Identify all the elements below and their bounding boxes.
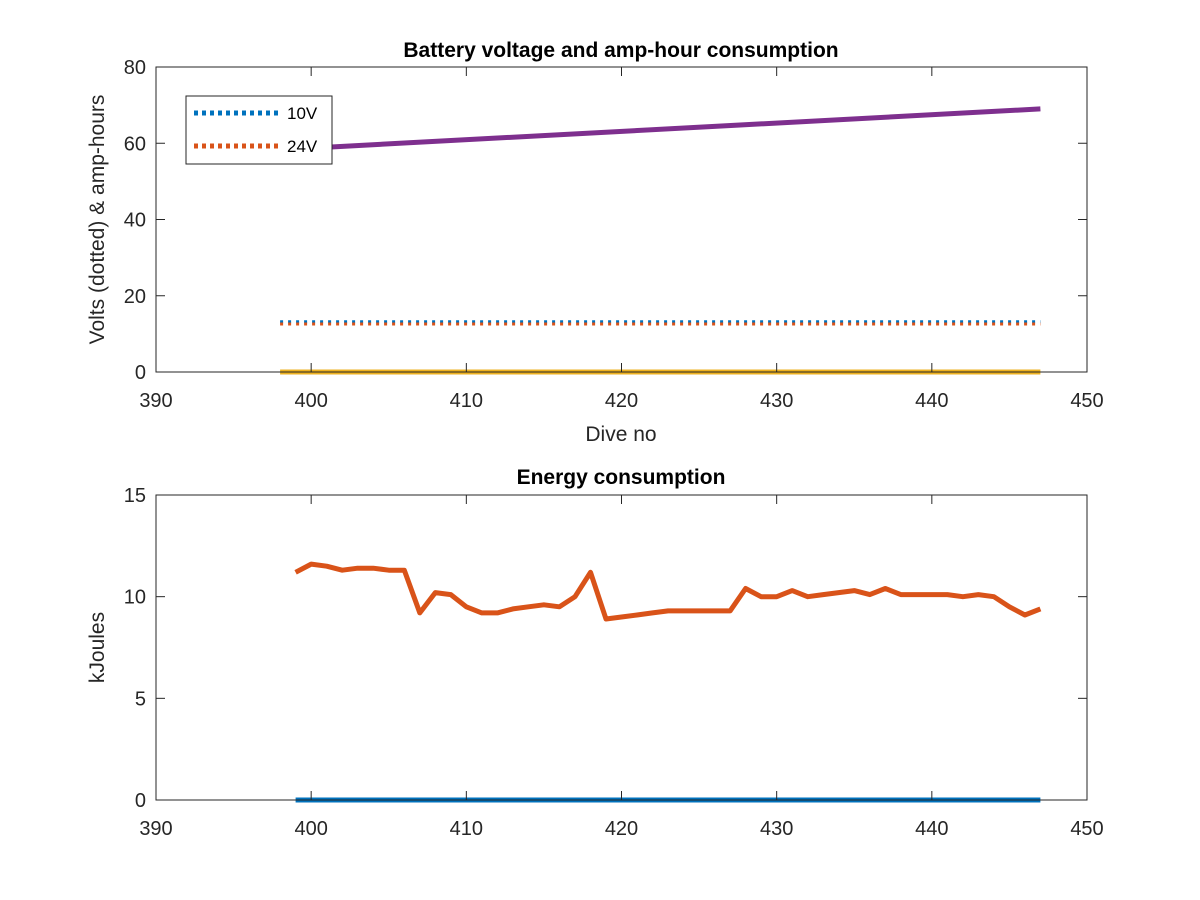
voltage-plot: 390 400 410 420 430 440 450 0 20 40 60 80 Battery v… <box>86 39 1104 446</box>
energy-plot: 390 400 410 420 430 440 450 0 5 10 15 Energy consu… <box>86 466 1104 840</box>
voltage-plot-ytick-label: 60 <box>124 133 146 155</box>
legend-label-10v: 10V <box>287 104 318 123</box>
voltage-plot-ytick-label: 80 <box>124 57 146 79</box>
energy-plot-xtick-label: 390 <box>139 818 172 840</box>
voltage-plot-xtick-label: 420 <box>605 390 638 412</box>
energy-plot-xtick-label: 430 <box>760 818 793 840</box>
legend: 10V 24V <box>185 95 333 165</box>
energy-plot-xtick-label: 400 <box>294 818 327 840</box>
voltage-plot-ticks: 390 400 410 420 430 440 450 0 20 40 60 80 <box>124 57 1104 412</box>
legend-label-24v: 24V <box>287 137 318 156</box>
legend-box <box>185 95 333 165</box>
voltage-plot-xtick-label: 450 <box>1070 390 1103 412</box>
energy-plot-ytick-label: 0 <box>135 790 146 812</box>
energy-plot-title: Energy consumption <box>517 466 726 489</box>
voltage-plot-ytick-label: 0 <box>135 362 146 384</box>
voltage-plot-xtick-label: 400 <box>294 390 327 412</box>
energy-plot-ylabel: kJoules <box>86 612 109 683</box>
energy-plot-ticks: 390 400 410 420 430 440 450 0 5 10 15 <box>124 485 1104 840</box>
energy-plot-ytick-label: 15 <box>124 485 146 507</box>
energy-plot-xtick-label: 420 <box>605 818 638 840</box>
voltage-plot-xtick-label: 430 <box>760 390 793 412</box>
voltage-plot-ytick-label: 40 <box>124 210 146 232</box>
energy-plot-xtick-label: 450 <box>1070 818 1103 840</box>
energy-plot-ytick-label: 5 <box>135 688 146 710</box>
voltage-plot-xtick-label: 440 <box>915 390 948 412</box>
voltage-plot-title: Battery voltage and amp-hour consumption <box>403 39 838 62</box>
energy-plot-series-0-line <box>294 561 1042 622</box>
voltage-plot-xlabel: Dive no <box>585 423 656 446</box>
voltage-plot-xtick-label: 410 <box>450 390 483 412</box>
voltage-plot-series-2-line <box>279 106 1041 153</box>
energy-plot-xtick-label: 410 <box>450 818 483 840</box>
energy-plot-xtick-label: 440 <box>915 818 948 840</box>
voltage-plot-xtick-label: 390 <box>139 390 172 412</box>
voltage-plot-ylabel: Volts (dotted) & amp-hours <box>86 95 109 345</box>
energy-plot-ytick-label: 10 <box>124 587 146 609</box>
voltage-plot-ytick-label: 20 <box>124 286 146 308</box>
